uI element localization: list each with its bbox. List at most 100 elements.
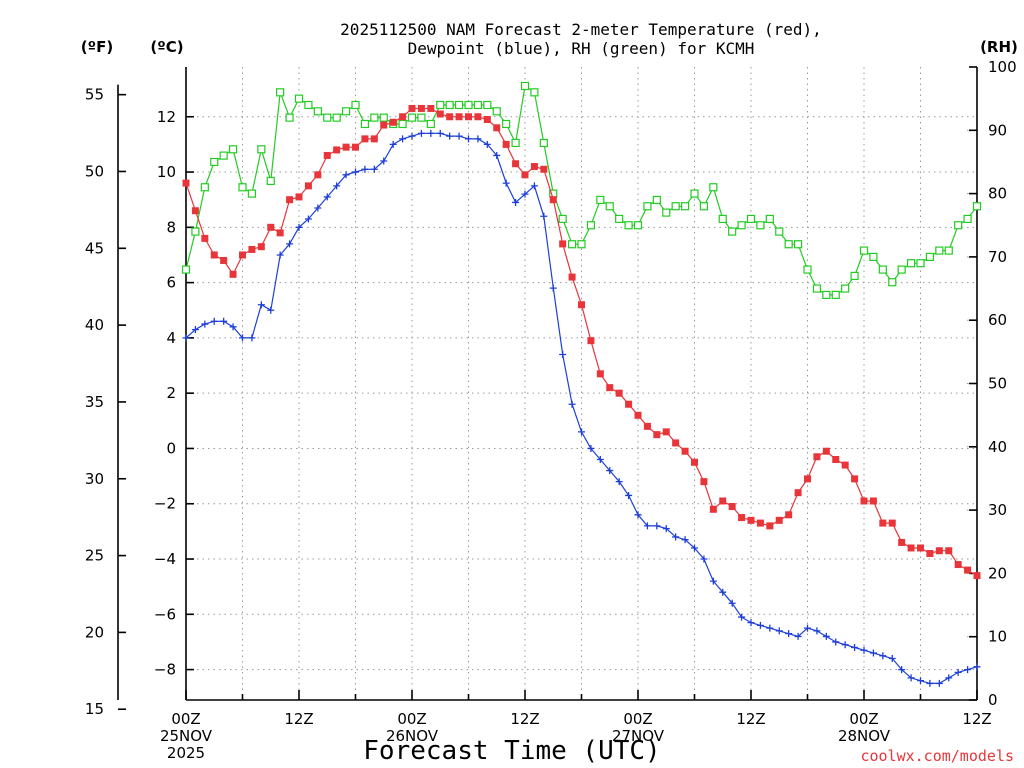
- temperature-point: [276, 229, 284, 237]
- dewpoint-point: [794, 632, 802, 640]
- rh-point: [662, 208, 671, 217]
- temperature-point: [549, 196, 557, 204]
- temperature-point: [681, 447, 689, 455]
- temperature-point: [304, 182, 312, 190]
- temperature-point: [521, 171, 529, 179]
- temperature-point: [314, 171, 322, 179]
- rh-point: [445, 100, 454, 110]
- fahrenheit-tick-label: 35: [85, 393, 104, 411]
- dewpoint-point: [483, 140, 491, 148]
- dewpoint-point: [276, 251, 284, 259]
- rh-point: [652, 195, 661, 205]
- chart-title-line: Dewpoint (blue), RH (green) for KCMH: [408, 39, 755, 58]
- dewpoint-point: [728, 599, 736, 607]
- dewpoint-point: [182, 334, 190, 342]
- rh-point: [530, 88, 539, 97]
- dewpoint-point: [775, 627, 783, 635]
- temperature-point: [257, 243, 265, 251]
- dewpoint-point: [578, 428, 585, 436]
- rh-point: [332, 113, 341, 122]
- fahrenheit-tick-label: 25: [85, 547, 104, 565]
- temperature-point: [606, 384, 614, 392]
- dewpoint-point: [964, 666, 972, 674]
- dewpoint-point: [973, 663, 981, 671]
- dewpoint-point: [455, 132, 463, 140]
- celsius-tick-label: 8: [166, 218, 176, 236]
- temperature-point: [540, 165, 548, 173]
- temperature-point: [502, 140, 510, 148]
- rh-point: [718, 214, 727, 224]
- rh-point: [812, 284, 822, 293]
- temperature-point: [653, 431, 661, 439]
- credit-text: coolwx.com/models: [860, 747, 1014, 765]
- temperature-point: [578, 301, 585, 309]
- temperature-point: [813, 453, 821, 461]
- temperature-point: [361, 135, 369, 143]
- rh-point: [624, 221, 633, 230]
- temperature-point: [399, 113, 407, 121]
- dewpoint-point: [267, 306, 275, 314]
- rh-point: [436, 100, 445, 110]
- celsius-tick-label: −6: [154, 605, 176, 623]
- dewpoint-point: [286, 240, 294, 248]
- rh-point: [426, 119, 435, 129]
- x-tick-label: 28NOV: [838, 727, 891, 745]
- x-tick-label: 26NOV: [386, 727, 439, 745]
- rh-tick-label: 60: [988, 311, 1007, 329]
- dewpoint-point: [201, 320, 209, 328]
- rh-point: [285, 113, 294, 122]
- dewpoint-point: [446, 132, 454, 140]
- rh-point: [181, 265, 191, 274]
- temperature-point: [389, 118, 397, 126]
- dewpoint-point: [691, 544, 698, 552]
- rh-point: [407, 113, 417, 122]
- dewpoint-point: [229, 323, 237, 331]
- x-tick-label: 00Z: [397, 710, 426, 728]
- rh-point: [605, 202, 614, 211]
- temperature-point: [841, 461, 849, 469]
- temperature-point: [643, 422, 651, 430]
- dewpoint-point: [606, 467, 614, 475]
- temperature-point: [832, 456, 840, 464]
- rh-point: [841, 284, 850, 293]
- dewpoint-series: [182, 129, 981, 687]
- fahrenheit-tick-label: 45: [85, 239, 104, 257]
- rh-point: [483, 100, 492, 110]
- dewpoint-point: [822, 632, 830, 640]
- temperature-point: [455, 113, 463, 121]
- temperature-point: [822, 447, 830, 455]
- temperature-point: [662, 428, 670, 436]
- temperature-point: [417, 104, 425, 112]
- temperature-point: [672, 439, 680, 447]
- rh-point: [417, 113, 426, 122]
- x-tick-label: 12Z: [962, 710, 991, 728]
- dewpoint-point: [954, 668, 962, 676]
- rh-tick-label: 0: [988, 691, 998, 709]
- dewpoint-point: [521, 190, 529, 198]
- dewpoint-point: [841, 641, 849, 649]
- fahrenheit-tick-label: 15: [85, 700, 104, 718]
- x-axis-title: Forecast Time (UTC): [363, 736, 660, 766]
- rh-point: [596, 195, 605, 205]
- rh-point: [633, 221, 643, 230]
- rh-point: [925, 252, 935, 261]
- temperature-point: [917, 544, 924, 552]
- rh-point: [850, 271, 859, 280]
- dewpoint-point: [568, 400, 576, 408]
- dewpoint-point: [804, 624, 811, 632]
- x-tick-label: 2025: [167, 744, 205, 762]
- dewpoint-point: [888, 655, 896, 663]
- temperature-point: [493, 124, 501, 132]
- rh-tick-label: 100: [988, 58, 1017, 76]
- rh-point: [756, 221, 765, 230]
- dewpoint-point: [352, 168, 359, 176]
- temperature-point: [964, 566, 972, 574]
- dewpoint-point: [785, 630, 793, 638]
- dewpoint-point: [323, 193, 331, 201]
- fahrenheit-unit-label: (ºF): [81, 38, 113, 56]
- celsius-tick-label: −2: [154, 495, 176, 513]
- rh-point: [878, 265, 887, 274]
- rh-point: [219, 151, 228, 160]
- temperature-point: [954, 561, 962, 569]
